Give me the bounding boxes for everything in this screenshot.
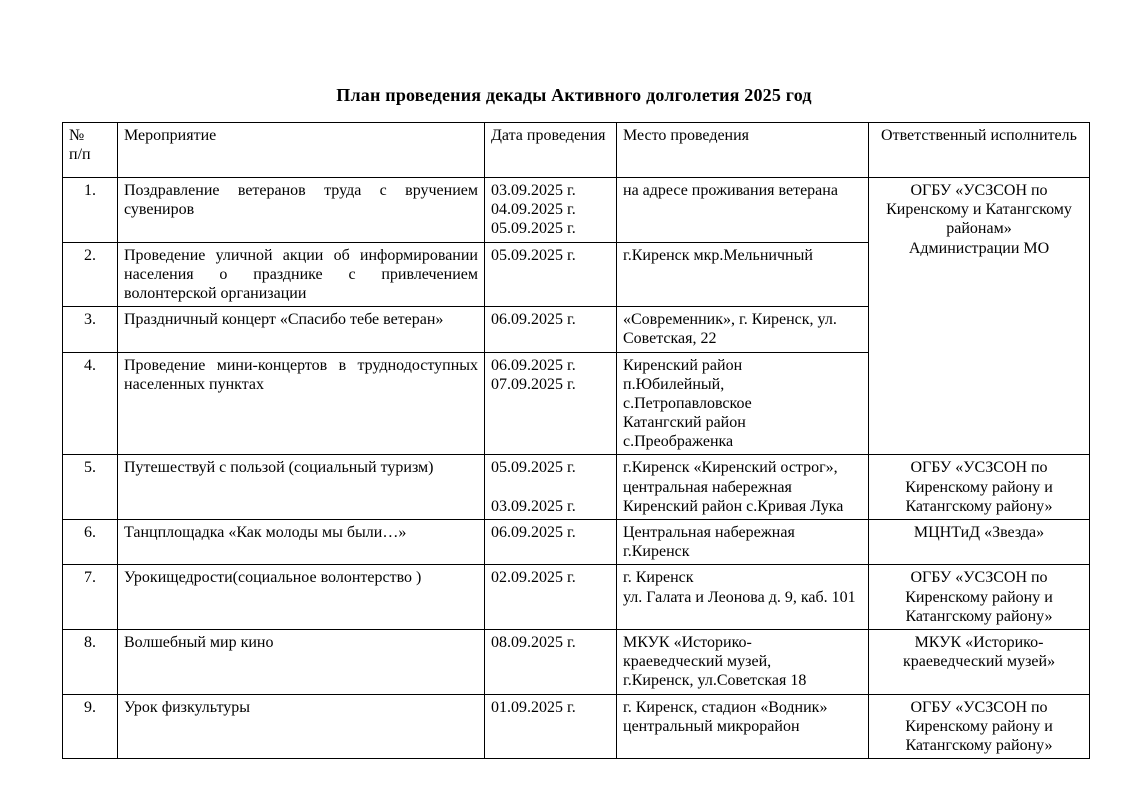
- cell-event: Урок физкультуры: [117, 693, 485, 760]
- table-row: 4. Проведение мини-концертов в труднодос…: [62, 351, 1090, 456]
- table-row: 5. Путешествуй с пользой (социальный тур…: [62, 454, 1090, 520]
- table-row: 2. Проведение уличной акции об информиро…: [62, 241, 1090, 308]
- cell-event: Поздравление ветеранов труда с вручением…: [117, 177, 485, 243]
- cell-date: 08.09.2025 г.: [484, 628, 617, 695]
- cell-num: 8.: [62, 628, 118, 695]
- cell-date: 05.09.2025 г. 03.09.2025 г.: [484, 454, 617, 520]
- cell-date: 06.09.2025 г.: [484, 518, 617, 566]
- col-header-event: Мероприятие: [117, 122, 485, 178]
- cell-num: 4.: [62, 351, 118, 456]
- events-table: № п/п Мероприятие Дата проведения Место …: [62, 122, 1090, 760]
- cell-responsible: МКУК «Историко- краеведческий музей»: [868, 628, 1090, 695]
- cell-responsible: ОГБУ «УСЗСОН по Киренскому району и Ката…: [868, 454, 1090, 520]
- table-row: 1. Поздравление ветеранов труда с вручен…: [62, 176, 1090, 456]
- cell-event: Проведение мини-концертов в труднодоступ…: [117, 351, 485, 456]
- table-row: 9. Урок физкультуры 01.09.2025 г. г. Кир…: [62, 693, 1090, 760]
- cell-num: 1.: [62, 177, 118, 243]
- cell-place: г.Киренск мкр.Мельничный: [616, 241, 869, 308]
- table-row: 3. Праздничный концерт «Спасибо тебе вет…: [62, 306, 1090, 353]
- cell-num: 3.: [62, 306, 118, 353]
- cell-date: 05.09.2025 г.: [484, 241, 617, 308]
- cell-event: Танцплощадка «Как молоды мы были…»: [117, 518, 485, 566]
- cell-date: 01.09.2025 г.: [484, 693, 617, 760]
- cell-date: 06.09.2025 г. 07.09.2025 г.: [484, 351, 617, 456]
- col-header-place: Место проведения: [616, 122, 869, 178]
- cell-responsible: ОГБУ «УСЗСОН по Киренскому району и Ката…: [868, 564, 1090, 630]
- cell-num: 6.: [62, 518, 118, 566]
- cell-date: 02.09.2025 г.: [484, 564, 617, 630]
- cell-event: Праздничный концерт «Спасибо тебе ветера…: [117, 306, 485, 353]
- cell-date: 06.09.2025 г.: [484, 306, 617, 353]
- cell-responsible: ОГБУ «УСЗСОН по Киренскому району и Ката…: [868, 693, 1090, 760]
- cell-place: «Современник», г. Киренск, ул. Советская…: [616, 306, 869, 353]
- cell-event: Волшебный мир кино: [117, 628, 485, 695]
- cell-event: Урокищедрости(социальное волонтерство ): [117, 564, 485, 630]
- cell-event: Путешествуй с пользой (социальный туризм…: [117, 454, 485, 520]
- cell-num: 5.: [62, 454, 118, 520]
- cell-date: 03.09.2025 г. 04.09.2025 г. 05.09.2025 г…: [484, 177, 617, 243]
- table-header-row: № п/п Мероприятие Дата проведения Место …: [62, 122, 1090, 178]
- cell-place: Киренский район п.Юбилейный, с.Петропавл…: [616, 351, 869, 456]
- cell-event: Проведение уличной акции об информирован…: [117, 241, 485, 308]
- col-header-num: № п/п: [62, 122, 118, 178]
- cell-responsible-merged: ОГБУ «УСЗСОН по Киренскому и Катангскому…: [868, 176, 1090, 456]
- page-title: План проведения декады Активного долголе…: [336, 85, 812, 105]
- cell-responsible: МЦНТиД «Звезда»: [868, 518, 1090, 566]
- cell-place: МКУК «Историко- краеведческий музей, г.К…: [616, 628, 869, 695]
- cell-place: г. Киренск ул. Галата и Леонова д. 9, ка…: [616, 564, 869, 630]
- table-row: 6. Танцплощадка «Как молоды мы были…» 06…: [62, 518, 1090, 566]
- table-row: 7. Урокищедрости(социальное волонтерство…: [62, 564, 1090, 630]
- col-header-responsible: Ответственный исполнитель: [868, 122, 1090, 178]
- cell-place: г.Киренск «Киренский острог», центральна…: [616, 454, 869, 520]
- cell-num: 7.: [62, 564, 118, 630]
- cell-place: Центральная набережная г.Киренск: [616, 518, 869, 566]
- cell-num: 2.: [62, 241, 118, 308]
- cell-num: 9.: [62, 693, 118, 760]
- cell-place: г. Киренск, стадион «Водник» центральный…: [616, 693, 869, 760]
- cell-place: на адресе проживания ветерана: [616, 177, 869, 243]
- col-header-date: Дата проведения: [484, 122, 617, 178]
- table-row: 8. Волшебный мир кино 08.09.2025 г. МКУК…: [62, 628, 1090, 695]
